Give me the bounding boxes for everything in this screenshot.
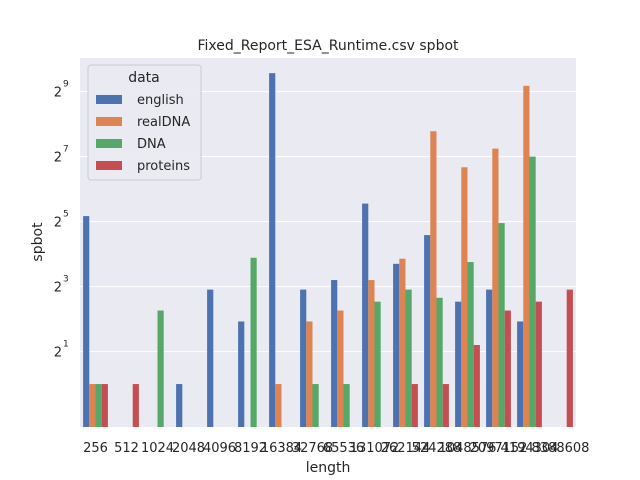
y-tick-base: 2 xyxy=(54,281,62,296)
x-tick-label: 1048576 xyxy=(439,441,497,456)
bar-proteins xyxy=(504,310,511,427)
x-tick-label: 32768 xyxy=(292,441,333,456)
legend-items: english realDNA DNA proteins xyxy=(96,93,190,174)
bar-dna xyxy=(405,289,412,427)
bar-english xyxy=(362,203,369,427)
bar-english xyxy=(83,216,90,427)
bar-realdna xyxy=(306,321,313,427)
bar-dna xyxy=(529,156,536,427)
bar-dna xyxy=(250,257,257,427)
legend-label: DNA xyxy=(137,137,166,152)
x-tick-label: 8192 xyxy=(234,441,267,456)
y-tick-exponent: 1 xyxy=(63,340,69,350)
legend-label: realDNA xyxy=(137,115,190,130)
bars xyxy=(83,73,573,427)
bar-english xyxy=(300,289,307,427)
bar-dna xyxy=(436,297,443,427)
bar-realdna xyxy=(89,384,96,427)
bar-dna xyxy=(374,301,381,427)
legend-label: english xyxy=(137,93,184,108)
bar-english xyxy=(424,235,431,427)
bar-realdna xyxy=(368,280,375,427)
bar-proteins xyxy=(566,289,573,427)
y-tick-base: 2 xyxy=(54,216,62,231)
bar-realdna xyxy=(492,148,499,427)
bar-realdna xyxy=(275,384,282,427)
x-tick-label: 1024 xyxy=(141,441,174,456)
bar-english xyxy=(238,321,245,427)
y-tick-exponent: 5 xyxy=(63,210,69,220)
legend-swatch xyxy=(96,139,122,148)
bar-proteins xyxy=(411,384,418,427)
y-tick-label: 2 xyxy=(54,281,62,296)
bar-dna xyxy=(95,384,102,427)
y-tick-base: 2 xyxy=(54,151,62,166)
bar-dna xyxy=(498,223,505,427)
y-tick-base: 2 xyxy=(54,346,62,361)
legend-box xyxy=(87,64,202,181)
y-tick-exponent: 7 xyxy=(63,145,69,155)
x-tick-label: 131072 xyxy=(350,441,400,456)
bar-dna xyxy=(467,262,474,427)
legend-label: proteins xyxy=(137,159,190,174)
x-tick-label: 256 xyxy=(83,441,108,456)
bar-english xyxy=(517,321,524,427)
y-tick-label: 2 xyxy=(54,86,62,101)
bar-realdna xyxy=(430,131,437,427)
legend-swatch xyxy=(96,117,122,126)
x-tick-label: 4194304 xyxy=(501,441,559,456)
legend-title: data xyxy=(128,70,160,86)
x-tick-labels: 256 512 1024204840968192163843276865536131… xyxy=(83,441,589,456)
x-tick-label: 65536 xyxy=(323,441,364,456)
legend: data english realDNA DNA proteins xyxy=(87,64,202,181)
bar-realdna xyxy=(399,258,406,427)
y-tick-label: 2 xyxy=(54,216,62,231)
x-tick-label: 8388608 xyxy=(532,441,590,456)
x-tick-label: 4096 xyxy=(203,441,236,456)
bar-dna xyxy=(157,310,164,427)
bar-proteins xyxy=(535,301,542,427)
bar-english xyxy=(269,73,276,427)
chart-title: Fixed_Report_ESA_Runtime.csv spbot xyxy=(197,38,459,54)
bar-english xyxy=(455,301,462,427)
legend-swatch xyxy=(96,161,122,170)
bar-proteins xyxy=(132,384,139,427)
y-tick-label: 2 xyxy=(54,151,62,166)
bar-proteins xyxy=(101,384,108,427)
x-tick-label: 262144 xyxy=(381,441,431,456)
bar-realdna xyxy=(461,167,468,427)
y-axis-label: spbot xyxy=(30,222,46,262)
bar-realdna xyxy=(523,85,530,427)
x-tick-label: 2048 xyxy=(172,441,205,456)
x-tick-label: 2097152 xyxy=(470,441,528,456)
y-tick-exponent: 3 xyxy=(63,275,69,285)
bar-english xyxy=(207,289,214,427)
bar-english xyxy=(393,263,400,427)
x-tick-label: 512 xyxy=(114,441,139,456)
y-tick-label: 2 xyxy=(54,346,62,361)
bar-dna xyxy=(343,384,350,427)
x-axis-label: length xyxy=(306,460,351,476)
x-tick-label: 16384 xyxy=(261,441,302,456)
bar-english xyxy=(486,289,493,427)
x-tick-label: 524288 xyxy=(412,441,462,456)
bar-realdna xyxy=(337,310,344,427)
bar-proteins xyxy=(473,345,480,427)
y-tick-base: 2 xyxy=(54,86,62,101)
bar-proteins xyxy=(442,384,449,427)
bar-dna xyxy=(312,384,319,427)
bar-english xyxy=(331,280,338,427)
legend-swatch xyxy=(96,95,122,104)
y-tick-exponent: 9 xyxy=(63,80,69,90)
bar-english xyxy=(176,384,183,427)
